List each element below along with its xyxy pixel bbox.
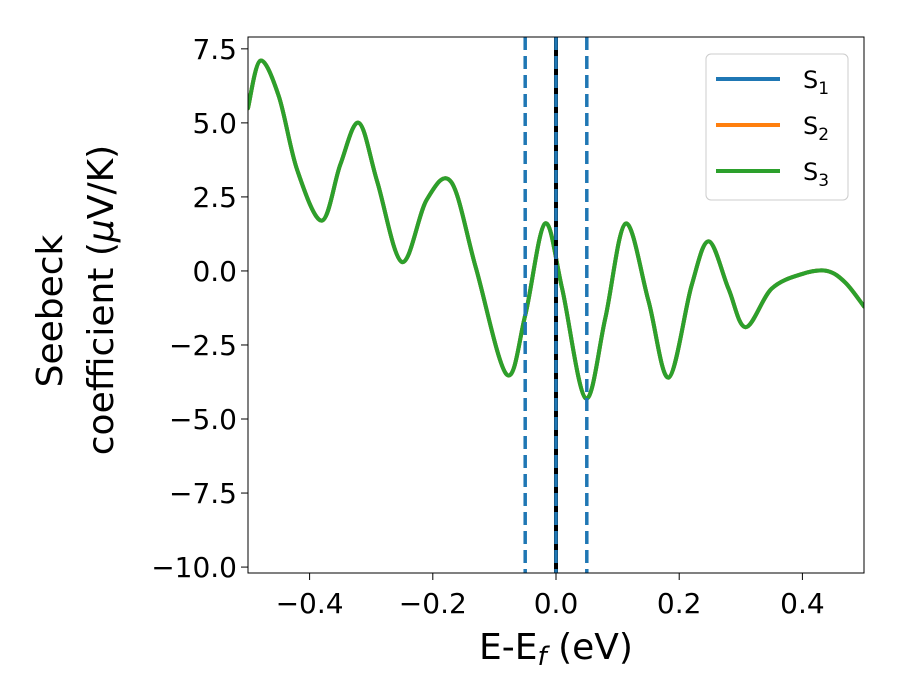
legend-label-main: S [803,158,818,186]
y-tick-label: −5.0 [169,403,237,436]
y-tick-label: 5.0 [192,107,237,140]
y-axis-label-text: coefficient ( [81,242,122,455]
axis-ticks: −0.4 −0.2 0.0 0.2 0.4 −10.0 −7.5 −5.0 −2.5 0.0 2.5… [151,33,824,620]
y-tick-label: −2.5 [169,329,237,362]
legend-label: S2 [803,112,829,145]
plot-area [248,37,864,573]
legend-item-s1: S1 [716,66,829,99]
x-tick-label: 0.0 [534,587,579,620]
x-axis-label-unit: (eV) [547,627,633,668]
x-tick-label: −0.4 [276,587,344,620]
legend-label: S3 [803,158,829,191]
legend-label-sub: 1 [818,79,829,99]
y-axis-label-mu: μ [81,219,122,243]
y-tick-label: −7.5 [169,477,237,510]
y-axis-label-unit: V/K) [81,145,122,219]
y-axis-label: Seebeck coefficient (μV/K) [30,145,122,455]
legend-label-sub: 2 [818,125,829,145]
legend-label-sub: 3 [818,171,829,191]
y-axis-label-line2: coefficient (μV/K) [81,145,122,455]
x-tick-label: 0.4 [780,587,825,620]
y-tick-label: −10.0 [151,551,237,584]
x-axis-label: E-Ef (eV) [479,627,633,672]
legend-item-s3: S3 [716,158,829,191]
legend-label: S1 [803,66,829,99]
legend-label-main: S [803,112,818,140]
x-axis-label-main: E-E [479,627,537,668]
y-axis-label-line1: Seebeck [30,234,71,387]
x-tick-label: 0.2 [657,587,702,620]
legend-label-main: S [803,66,818,94]
y-tick-label: 0.0 [192,255,237,288]
x-tick-label: −0.2 [399,587,467,620]
y-tick-label: 7.5 [192,33,237,66]
legend-item-s2: S2 [716,112,829,145]
plot-clip-group [248,37,864,573]
y-tick-label: 2.5 [192,181,237,214]
